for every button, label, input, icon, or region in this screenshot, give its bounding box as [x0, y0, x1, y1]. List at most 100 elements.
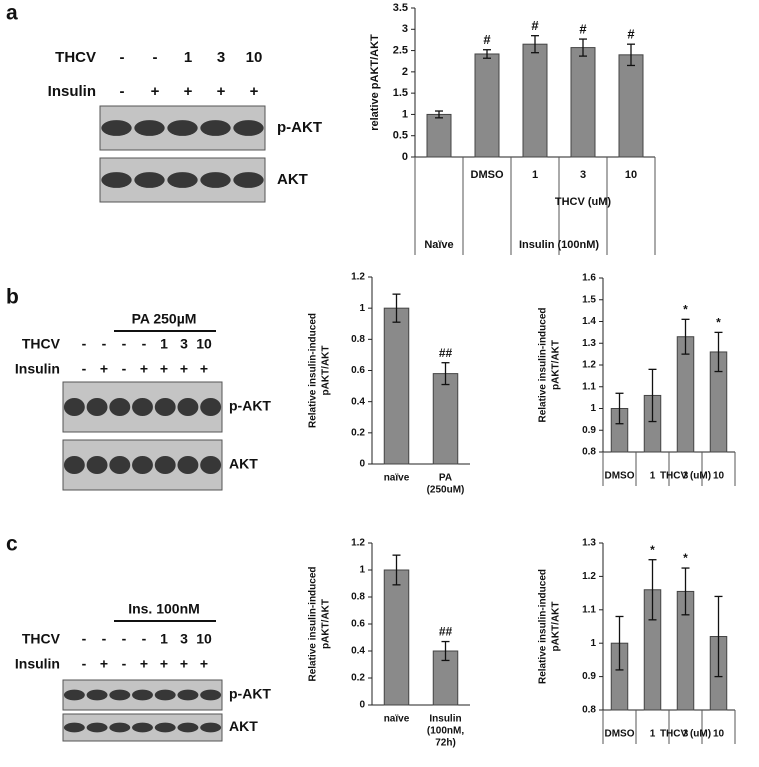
lane-label: + [200, 656, 208, 672]
y-tick-label: 1.1 [582, 604, 596, 615]
band [109, 722, 131, 733]
x-tick-label: (250uM) [427, 485, 465, 496]
y-tick-label: 0.2 [351, 427, 365, 438]
y-tick-label: 0 [402, 151, 408, 163]
band [101, 172, 132, 188]
y-axis-label: relative pAKT/AKT [369, 34, 381, 131]
x-tick-label: (100nM, [427, 726, 464, 737]
group-label: THCV (uM) [660, 471, 711, 482]
y-tick-label: 0.8 [582, 705, 596, 716]
lane-label: 3 [180, 631, 188, 647]
band [109, 456, 131, 474]
y-tick-label: 0.2 [351, 673, 365, 684]
lane-label: + [100, 656, 108, 672]
band [233, 120, 264, 136]
lane-label: + [100, 361, 108, 377]
y-tick-label: 0.6 [351, 365, 365, 376]
y-tick-label: 1.1 [582, 381, 596, 392]
x-tick-label: DMSO [605, 729, 635, 740]
bar [383, 307, 410, 465]
band [154, 398, 176, 416]
y-axis-label: pAKT/AKT [321, 346, 332, 396]
y-axis-label: Relative insulin-induced [308, 566, 319, 681]
significance-label: * [716, 316, 721, 330]
significance-label: * [650, 543, 655, 557]
y-tick-label: 0 [359, 459, 365, 470]
y-tick-label: 0.9 [582, 671, 596, 682]
y-tick-label: 0.6 [351, 619, 365, 630]
band [177, 722, 199, 733]
x-tick-label: 10 [625, 169, 637, 181]
lane-label: + [160, 656, 168, 672]
band [109, 398, 131, 416]
lane-label: - [142, 631, 147, 647]
band-label: p-AKT [229, 398, 271, 414]
band [177, 689, 199, 701]
lane-label: - [153, 49, 158, 66]
bar [383, 569, 410, 706]
significance-label: # [531, 18, 539, 33]
y-tick-label: 0.8 [582, 447, 596, 458]
lane-label: + [140, 361, 148, 377]
y-tick-label: 0.9 [582, 425, 596, 436]
lane-label: + [184, 83, 193, 100]
y-tick-label: 1.4 [582, 316, 596, 327]
x-tick-label: naïve [384, 714, 410, 725]
significance-label: # [483, 32, 491, 47]
band [154, 456, 176, 474]
lane-label: + [180, 361, 188, 377]
y-tick-label: 1.2 [351, 538, 365, 549]
lane-label: 3 [180, 336, 188, 352]
y-tick-label: 3.5 [393, 2, 408, 14]
significance-label: ## [439, 346, 453, 360]
x-tick-label: Naïve [424, 239, 453, 251]
significance-label: # [579, 22, 587, 37]
y-tick-label: 0.4 [351, 396, 365, 407]
x-tick-label: PA [439, 473, 452, 484]
lane-label: + [200, 361, 208, 377]
row-label: Insulin [15, 361, 60, 377]
panel-label: c [6, 533, 18, 556]
lane-label: + [180, 656, 188, 672]
y-axis-label: pAKT/AKT [321, 599, 332, 649]
x-tick-label: Insulin [429, 714, 461, 725]
group-label: THCV (uM) [555, 196, 612, 208]
lane-label: 10 [196, 631, 212, 647]
band [167, 120, 198, 136]
row-label: Insulin [48, 83, 96, 100]
row-label: THCV [55, 49, 96, 66]
lane-label: + [217, 83, 226, 100]
row-label: THCV [22, 336, 61, 352]
lane-label: - [142, 336, 147, 352]
lane-label: + [151, 83, 160, 100]
band [167, 172, 198, 188]
x-tick-label: 3 [683, 471, 689, 482]
group-label: Insulin (100nM) [519, 239, 599, 251]
band [132, 398, 153, 416]
y-axis-label: pAKT/AKT [551, 340, 562, 390]
bar [522, 43, 548, 158]
band-label: p-AKT [277, 119, 322, 136]
x-tick-label: 10 [713, 471, 725, 482]
band [132, 456, 153, 474]
x-tick-label: 72h) [435, 738, 456, 749]
lane-label: - [82, 631, 87, 647]
bar [432, 373, 459, 465]
band [109, 689, 131, 701]
y-tick-label: 1 [590, 638, 596, 649]
group-label: THCV (uM) [660, 729, 711, 740]
band [134, 172, 165, 188]
y-tick-label: 1.3 [582, 338, 596, 349]
band [86, 722, 108, 733]
x-tick-label: 1 [650, 729, 656, 740]
band-label: AKT [229, 718, 258, 734]
band [86, 456, 108, 474]
row-label: Insulin [15, 656, 60, 672]
y-tick-label: 0.8 [351, 334, 365, 345]
significance-label: ## [439, 625, 453, 639]
band [86, 398, 108, 416]
band [154, 689, 176, 701]
x-tick-label: 1 [532, 169, 538, 181]
lane-label: - [82, 656, 87, 672]
